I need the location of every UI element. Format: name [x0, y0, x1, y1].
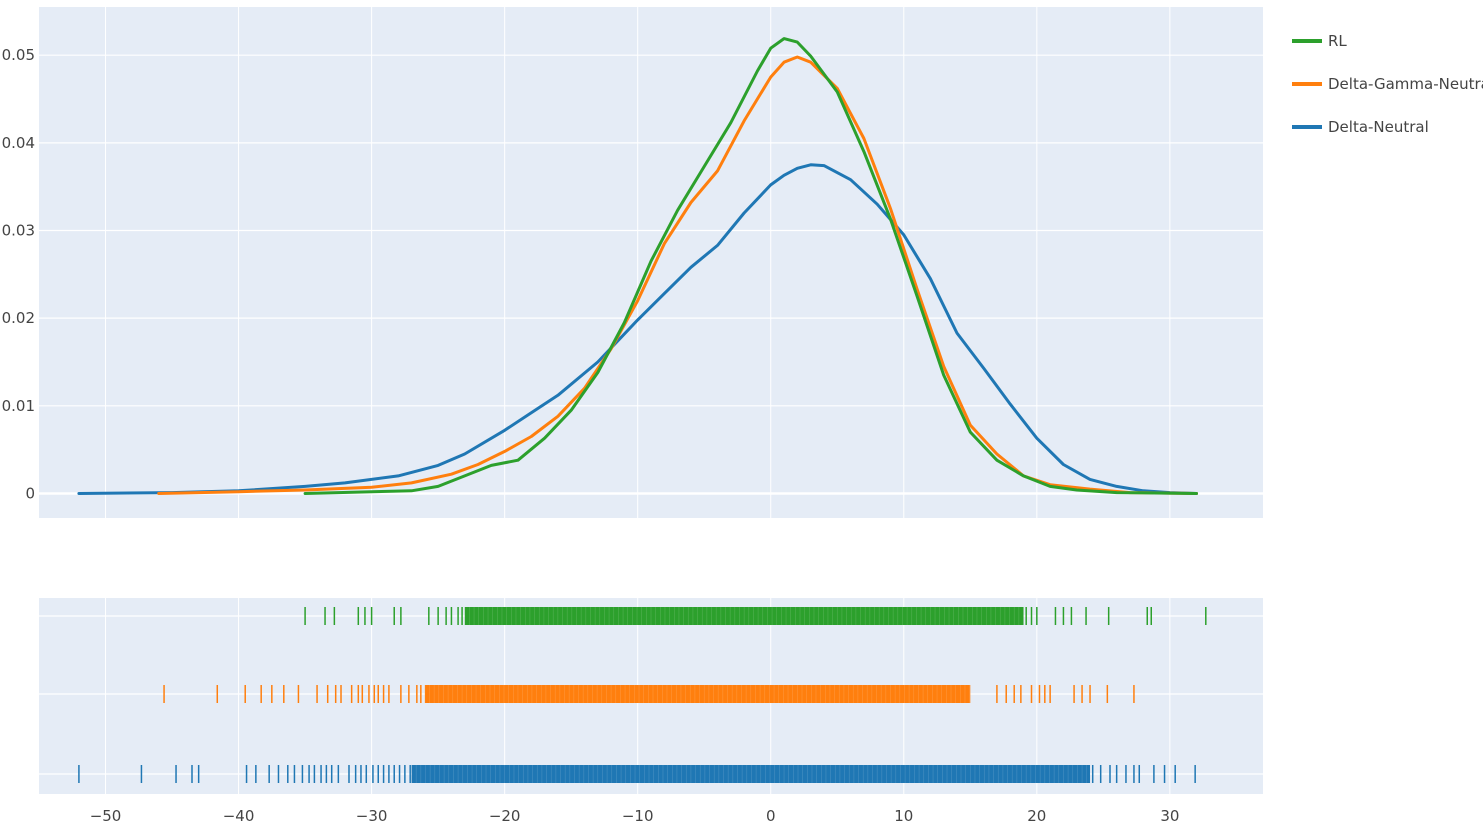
x-tick-label: −20 — [489, 807, 521, 825]
x-tick-label: 20 — [1027, 807, 1046, 825]
legend-item[interactable]: Delta-Gamma-Neutral — [1292, 75, 1483, 93]
y-tick-label: 0.01 — [2, 397, 35, 415]
y-tick-label: 0.04 — [2, 134, 35, 152]
kde-line-delta-gamma-neutral — [157, 55, 1198, 495]
rug-series-rl — [304, 607, 1207, 625]
legend-item[interactable]: RL — [1292, 32, 1347, 50]
x-tick-label: 10 — [894, 807, 913, 825]
rug-dense-band — [464, 607, 1024, 625]
rug-series-delta-gamma-neutral — [163, 685, 1135, 703]
y-tick-label: 0.05 — [2, 46, 35, 64]
kde-gridlines — [39, 7, 1263, 518]
x-tick-label: −30 — [356, 807, 388, 825]
legend[interactable]: RL Delta-Gamma-Neutral Delta-Neutral — [1292, 32, 1483, 136]
y-tick-label: 0.02 — [2, 309, 35, 327]
x-tick-label: −50 — [90, 807, 122, 825]
x-tick-label: −10 — [622, 807, 654, 825]
x-tick-label: 30 — [1160, 807, 1179, 825]
x-tick-label: −40 — [223, 807, 255, 825]
legend-item[interactable]: Delta-Neutral — [1292, 118, 1429, 136]
kde-line-delta-neutral — [77, 163, 1198, 495]
legend-label: RL — [1328, 32, 1347, 50]
kde-y-axis-ticks: 0 0.01 0.02 0.03 0.04 0.05 — [2, 46, 35, 502]
kde-curves — [77, 37, 1198, 495]
legend-label: Delta-Gamma-Neutral — [1328, 75, 1483, 93]
y-tick-label: 0.03 — [2, 222, 35, 240]
rug-series-delta-neutral — [78, 765, 1196, 783]
rug-marks — [78, 607, 1207, 783]
rug-dense-band — [424, 685, 971, 703]
legend-label: Delta-Neutral — [1328, 118, 1429, 136]
y-tick-label: 0 — [25, 484, 35, 502]
rug-x-axis-ticks: −50 −40 −30 −20 −10 0 10 20 30 — [90, 807, 1180, 825]
x-tick-label: 0 — [766, 807, 776, 825]
kde-line-rl — [303, 37, 1198, 495]
rug-dense-band — [411, 765, 1091, 783]
